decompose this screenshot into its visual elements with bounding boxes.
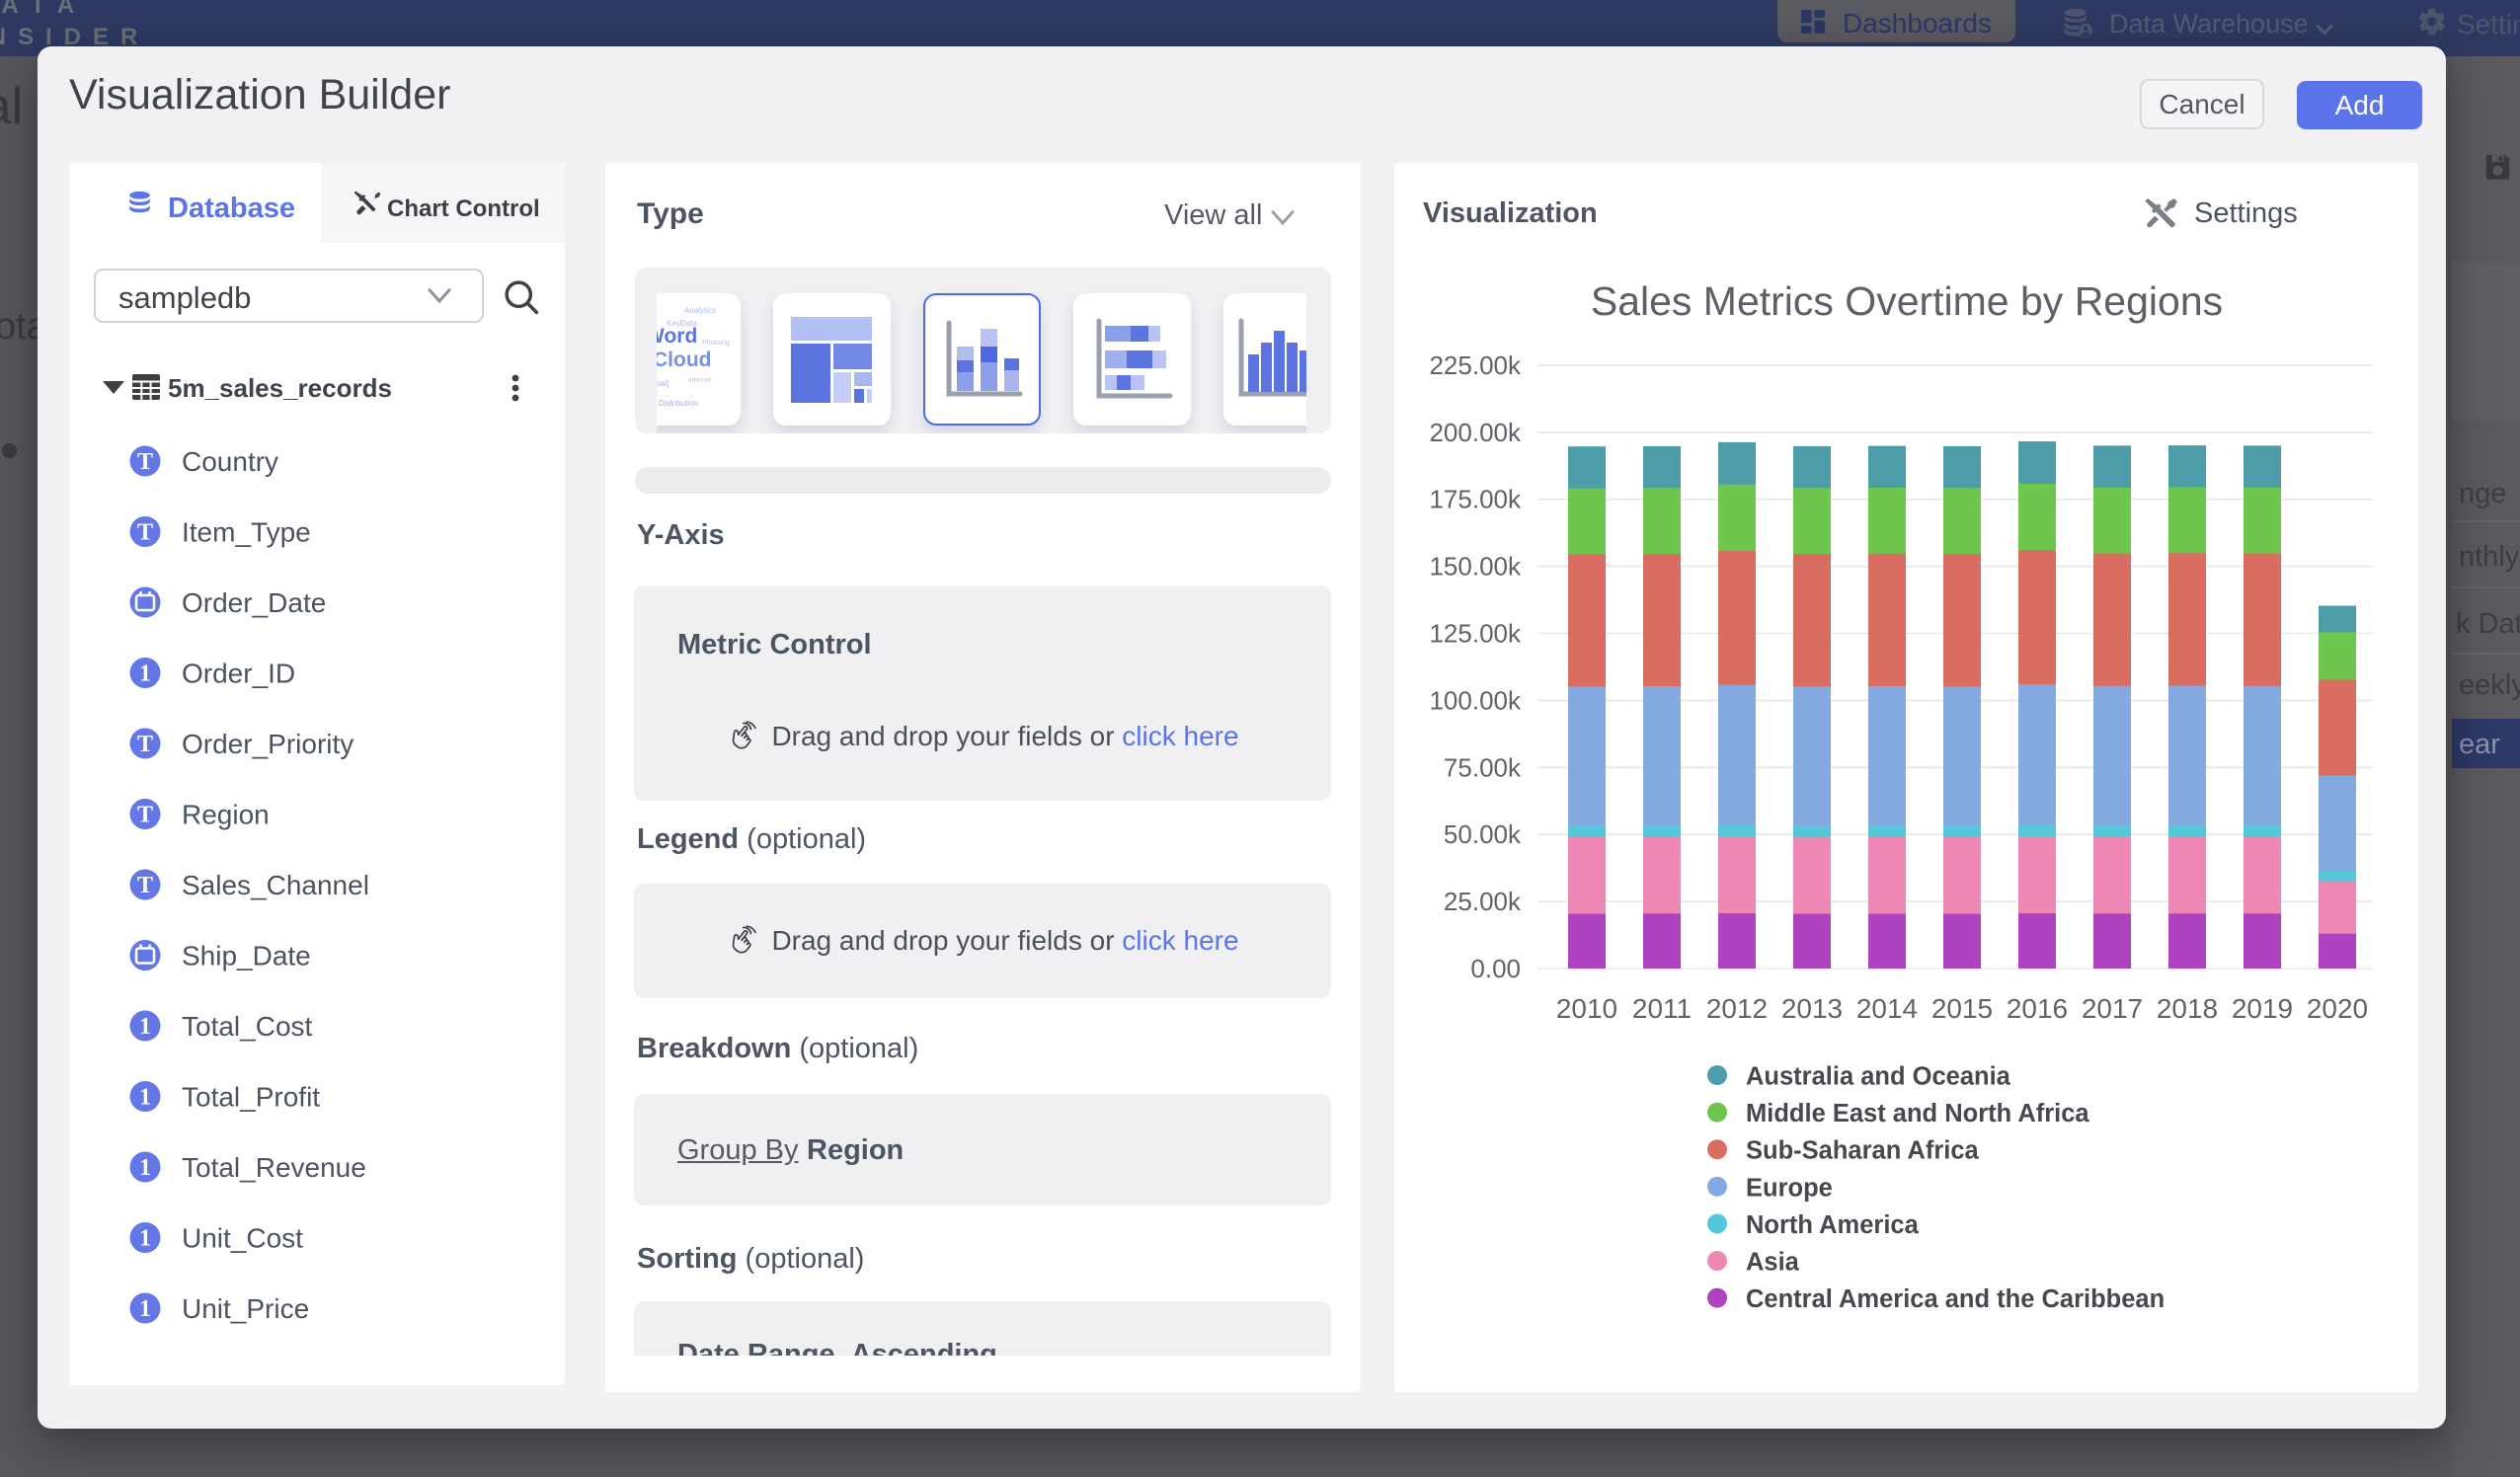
svg-text:[Social]: [Social] — [657, 379, 669, 388]
svg-text:T: T — [137, 873, 153, 898]
svg-text:KeyData: KeyData — [667, 319, 697, 328]
svg-text:Region: Region — [182, 800, 270, 830]
svg-text:Cloud: Cloud — [657, 349, 711, 371]
svg-text:Order_ID: Order_ID — [182, 659, 295, 689]
svg-text:Word: Word — [657, 325, 697, 348]
svg-text:Total_Profit: Total_Profit — [182, 1082, 320, 1113]
svg-text:Order_Date: Order_Date — [182, 587, 326, 618]
svg-text:Order_Priority: Order_Priority — [182, 729, 354, 759]
svg-text:T: T — [137, 449, 153, 475]
svg-text:T: T — [137, 520, 153, 546]
svg-text:1: 1 — [139, 1155, 151, 1181]
svg-text:Ship_Date: Ship_Date — [182, 941, 311, 972]
svg-text:T: T — [137, 803, 153, 828]
svg-text:1: 1 — [139, 1296, 151, 1322]
svg-text:Analytics: Analytics — [684, 306, 716, 315]
svg-text:Sales_Channel: Sales_Channel — [182, 870, 369, 900]
svg-text:Unit_Cost: Unit_Cost — [182, 1223, 303, 1254]
svg-text:1: 1 — [139, 1014, 151, 1040]
svg-text:Total_Revenue: Total_Revenue — [182, 1152, 366, 1183]
svg-text:T: T — [137, 732, 153, 757]
svg-text:Phrasing: Phrasing — [702, 340, 730, 347]
svg-text:Total_Cost: Total_Cost — [182, 1011, 313, 1042]
svg-text:1: 1 — [139, 661, 151, 687]
svg-text:5m_sales_records: 5m_sales_records — [168, 373, 392, 403]
svg-text:Unit_Price: Unit_Price — [182, 1293, 309, 1324]
svg-text:Country: Country — [182, 446, 278, 477]
svg-text:1: 1 — [139, 1226, 151, 1252]
svg-text:internet: internet — [688, 377, 711, 384]
svg-text:Item_Type: Item_Type — [182, 517, 311, 548]
svg-text:Distribution: Distribution — [659, 399, 698, 408]
svg-text:1: 1 — [139, 1085, 151, 1111]
